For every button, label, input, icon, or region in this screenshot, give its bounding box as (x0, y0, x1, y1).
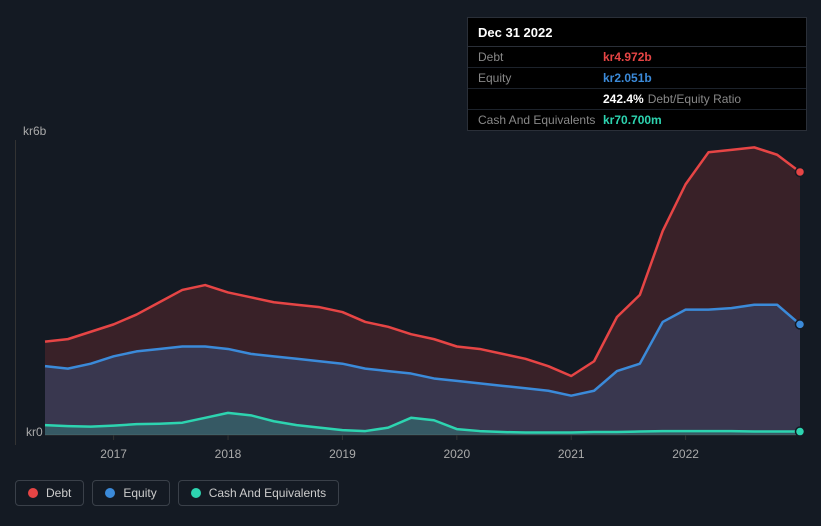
series-end-marker (796, 320, 805, 329)
chart-plot-area[interactable] (15, 140, 805, 445)
chart-tooltip: Dec 31 2022 Debtkr4.972bEquitykr2.051b24… (467, 17, 807, 131)
tooltip-row-value: kr2.051b (603, 71, 652, 85)
tooltip-row-label (478, 92, 603, 106)
x-axis-label: 2022 (672, 447, 699, 461)
tooltip-row-label: Cash And Equivalents (478, 113, 603, 127)
tooltip-row-value: kr70.700m (603, 113, 662, 127)
y-axis-label-max: kr6b (23, 124, 46, 138)
tooltip-row: Debtkr4.972b (468, 47, 806, 68)
chart-container: Dec 31 2022 Debtkr4.972bEquitykr2.051b24… (0, 0, 821, 526)
tooltip-row-extra: Debt/Equity Ratio (648, 92, 741, 106)
legend-item-cash-and-equivalents[interactable]: Cash And Equivalents (178, 480, 339, 506)
x-axis-label: 2019 (329, 447, 356, 461)
x-axis-label: 2017 (100, 447, 127, 461)
area-chart-svg (15, 140, 805, 445)
legend-dot-icon (105, 488, 115, 498)
x-axis-label: 2020 (443, 447, 470, 461)
legend-label: Cash And Equivalents (209, 486, 326, 500)
tooltip-row-label: Debt (478, 50, 603, 64)
legend-dot-icon (28, 488, 38, 498)
tooltip-row-value: 242.4%Debt/Equity Ratio (603, 92, 741, 106)
legend-label: Debt (46, 486, 71, 500)
x-axis-label: 2018 (215, 447, 242, 461)
legend-dot-icon (191, 488, 201, 498)
legend: Debt Equity Cash And Equivalents (15, 480, 339, 506)
legend-label: Equity (123, 486, 156, 500)
tooltip-row: Cash And Equivalentskr70.700m (468, 110, 806, 130)
x-axis: 2017 2018 2019 2020 2021 2022 (15, 447, 805, 467)
legend-item-debt[interactable]: Debt (15, 480, 84, 506)
series-end-marker (796, 167, 805, 176)
tooltip-rows: Debtkr4.972bEquitykr2.051b242.4%Debt/Equ… (468, 47, 806, 130)
tooltip-title: Dec 31 2022 (468, 18, 806, 47)
x-axis-label: 2021 (558, 447, 585, 461)
tooltip-row-value: kr4.972b (603, 50, 652, 64)
legend-item-equity[interactable]: Equity (92, 480, 169, 506)
tooltip-row-label: Equity (478, 71, 603, 85)
series-end-marker (796, 427, 805, 436)
tooltip-row: 242.4%Debt/Equity Ratio (468, 89, 806, 110)
tooltip-row: Equitykr2.051b (468, 68, 806, 89)
